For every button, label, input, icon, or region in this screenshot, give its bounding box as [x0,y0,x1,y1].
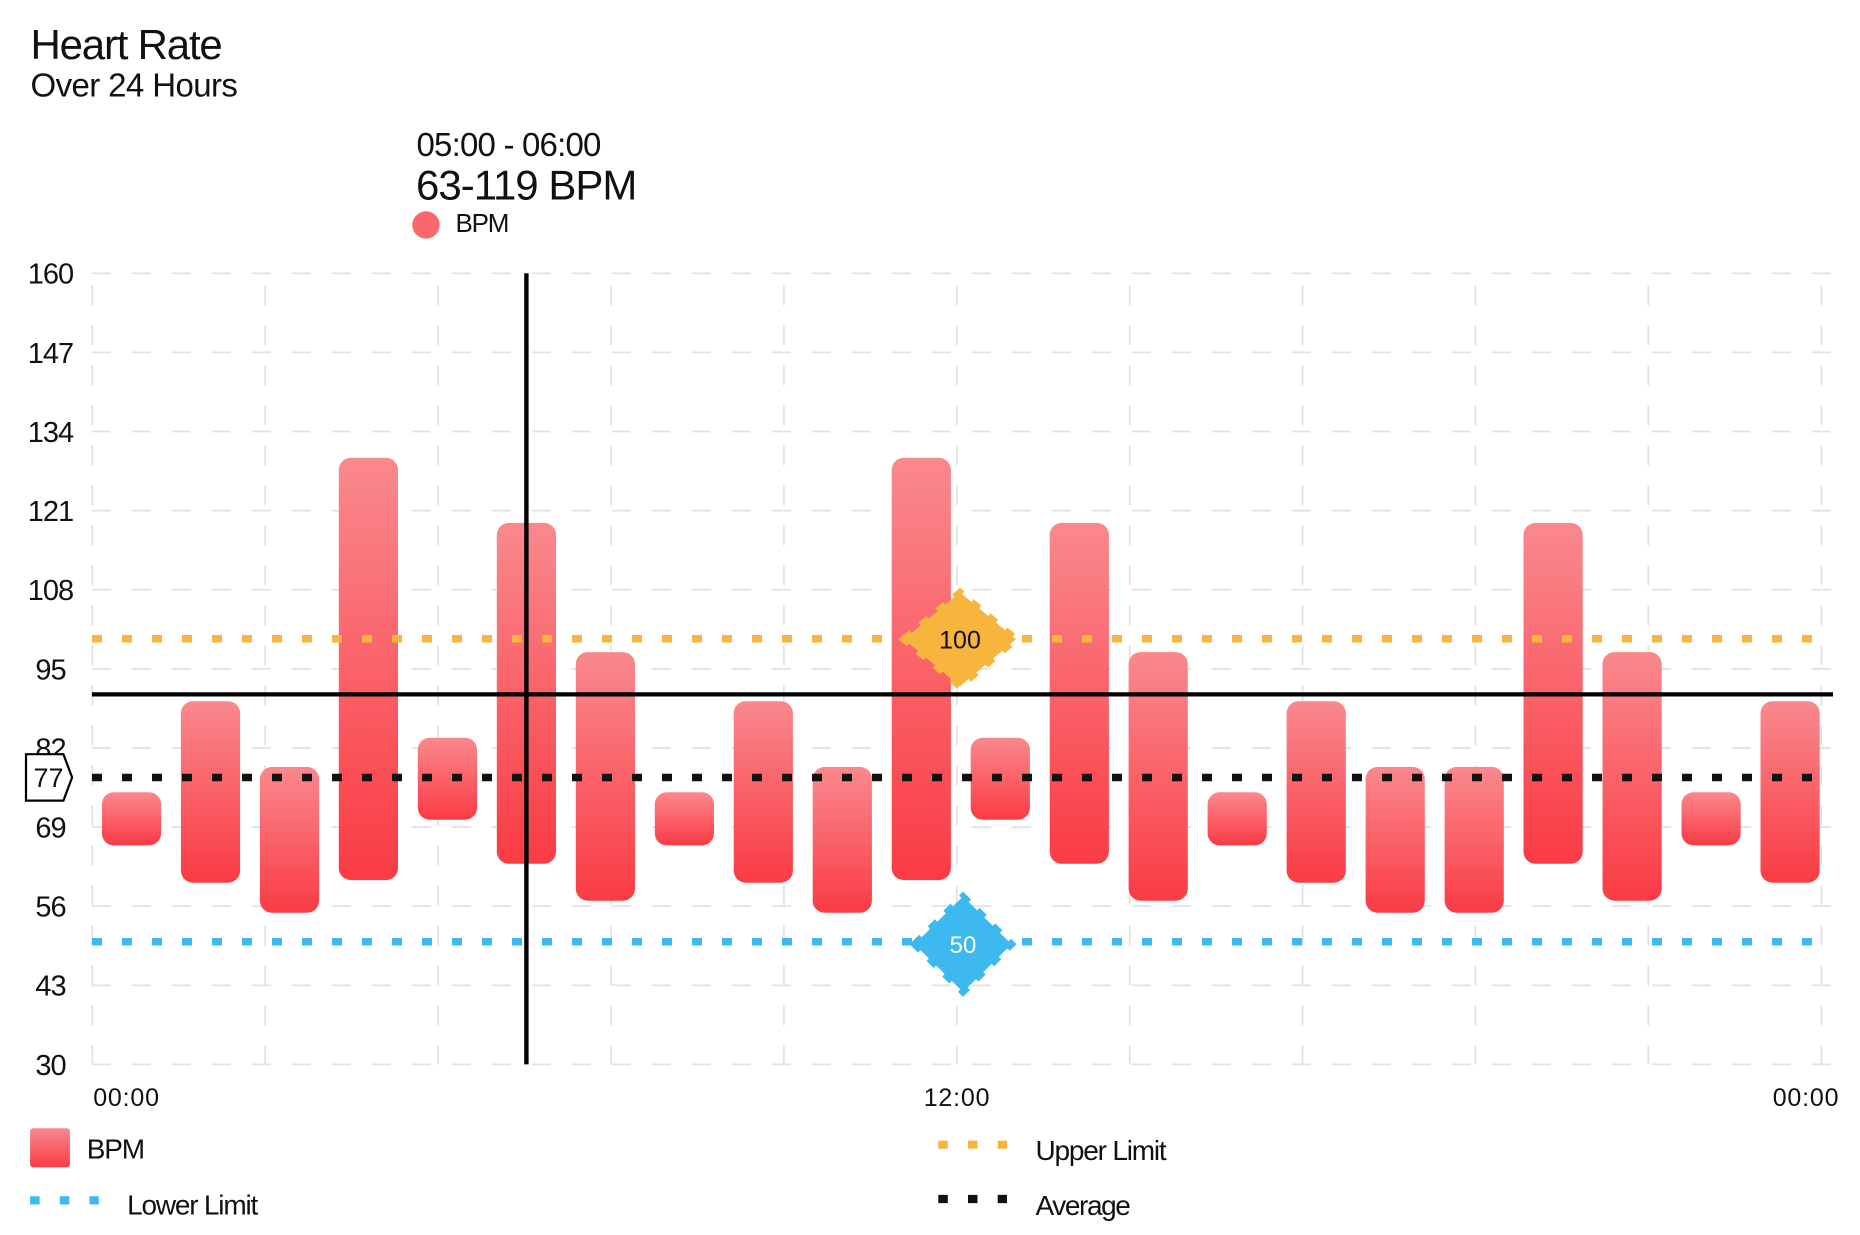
svg-text:Upper Limit: Upper Limit [1036,1135,1167,1166]
svg-text:121: 121 [28,496,73,528]
svg-text:Over 24 Hours: Over 24 Hours [31,67,238,104]
svg-text:Lower Limit: Lower Limit [127,1190,258,1221]
svg-text:56: 56 [35,892,65,924]
svg-text:30: 30 [35,1050,65,1082]
svg-text:50: 50 [950,932,977,959]
svg-text:BPM: BPM [87,1134,144,1165]
svg-text:108: 108 [28,575,73,607]
svg-text:05:00 - 06:00: 05:00 - 06:00 [417,126,602,163]
svg-text:147: 147 [28,338,73,370]
svg-text:160: 160 [28,259,73,291]
svg-text:00:00: 00:00 [1773,1084,1840,1112]
svg-text:BPM: BPM [456,208,509,238]
svg-text:12:00: 12:00 [924,1084,991,1112]
svg-text:77: 77 [33,763,63,793]
svg-text:00:00: 00:00 [93,1084,160,1112]
svg-text:100: 100 [939,626,981,654]
svg-text:134: 134 [28,417,74,449]
svg-text:Average: Average [1036,1190,1131,1221]
svg-text:69: 69 [35,813,65,845]
svg-text:63-119 BPM: 63-119 BPM [416,162,636,209]
svg-text:Heart Rate: Heart Rate [31,21,222,68]
svg-text:95: 95 [35,654,65,686]
svg-text:43: 43 [35,971,65,1003]
